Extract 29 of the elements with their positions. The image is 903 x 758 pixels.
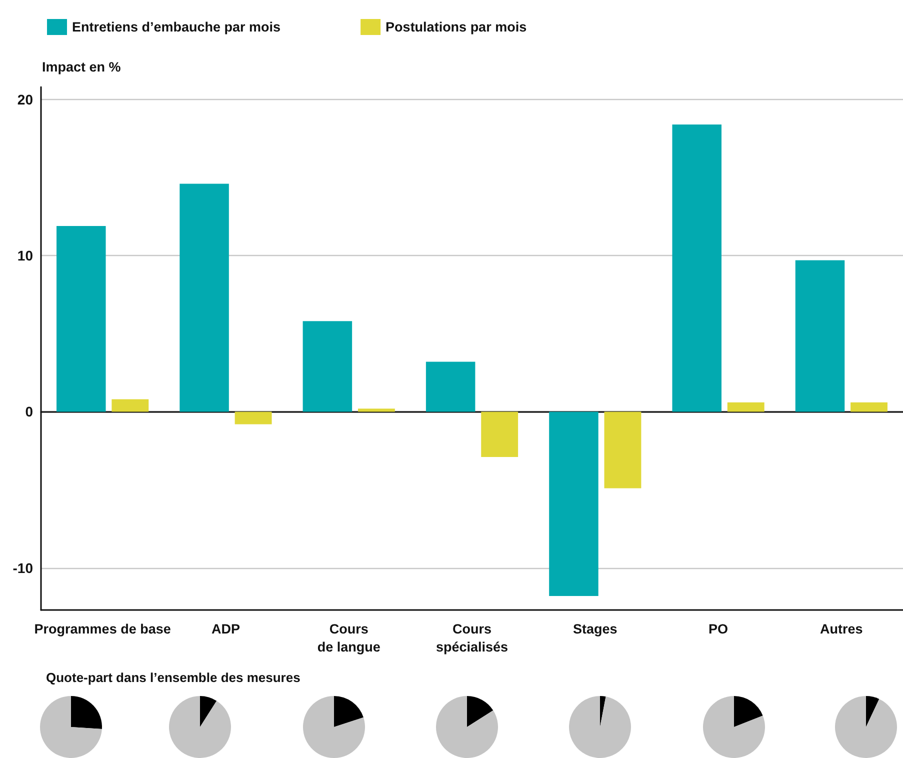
bar [549, 412, 598, 596]
bar [112, 399, 149, 412]
bar [604, 412, 642, 488]
x-tick-label: Programmes de base [34, 622, 172, 636]
x-tick-label: Autres [820, 622, 863, 636]
bar [180, 184, 229, 412]
x-tick-label: PO [708, 622, 728, 636]
legend-label: Postulations par mois [386, 20, 527, 34]
bar [358, 408, 395, 412]
bar [795, 260, 845, 412]
x-tick-label: ADP [211, 622, 240, 636]
legend-label: Entretiens d’embauche par mois [72, 20, 281, 34]
bar [672, 124, 722, 412]
y-tick-label: 20 [17, 91, 34, 108]
y-tick-label: -10 [12, 560, 34, 576]
bar [234, 412, 272, 424]
bar [56, 226, 106, 412]
y-axis-title: Impact en % [42, 60, 121, 74]
bar [302, 321, 352, 412]
x-tick-label: Stages [573, 622, 618, 636]
bar [426, 362, 476, 412]
x-tick-label: Cours spécialisés [436, 622, 508, 654]
y-tick-label: 10 [17, 248, 34, 264]
bar [727, 402, 764, 412]
x-tick-label: Cours de langue [317, 622, 381, 654]
text: Quote-part dans l’ensemble des mesures [46, 670, 300, 685]
bar [850, 402, 888, 412]
y-tick-label: 0 [25, 404, 34, 420]
bar [481, 412, 518, 458]
